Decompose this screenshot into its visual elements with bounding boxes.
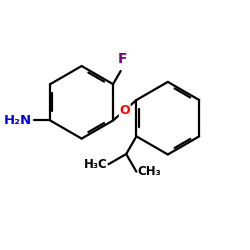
Text: CH₃: CH₃ — [138, 165, 161, 178]
Text: H₃C: H₃C — [84, 158, 107, 171]
Text: H₂N: H₂N — [4, 114, 32, 127]
Text: F: F — [118, 52, 128, 66]
Text: O: O — [120, 104, 130, 117]
